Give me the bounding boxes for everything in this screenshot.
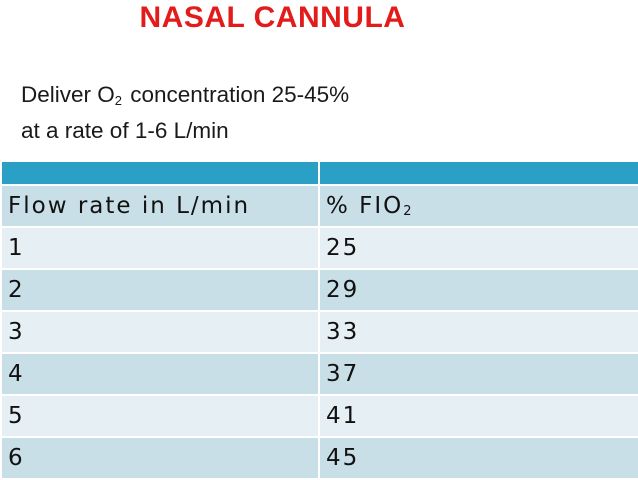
description-line-2: at a rate of 1-6 L/min [21, 118, 229, 143]
table-header-row [0, 160, 638, 186]
table-row: 3 33 [0, 310, 638, 354]
flow-rate-cell: 3 [0, 310, 320, 354]
table-row: 6 45 [0, 436, 638, 480]
subscript-2: 2 [403, 204, 412, 219]
fio2-cell: 41 [318, 394, 638, 438]
flow-rate-cell: 4 [0, 352, 320, 396]
fio2-cell: 33 [318, 310, 638, 354]
fio2-cell: 45 [318, 436, 638, 480]
description-text: Deliver O [21, 82, 115, 107]
table-header-cell [318, 160, 638, 186]
flow-rate-cell: 6 [0, 436, 320, 480]
fio2-column-label: % FIO2 [318, 184, 638, 228]
flow-rate-cell: 5 [0, 394, 320, 438]
fio2-label-text: % FIO [326, 193, 404, 219]
description-line-1: Deliver O2 concentration 25-45% [21, 82, 349, 108]
table-row: 4 37 [0, 352, 638, 396]
table-row: 5 41 [0, 394, 638, 438]
flow-rate-cell: 1 [0, 226, 320, 270]
page-title: NASAL CANNULA [139, 1, 406, 34]
flow-rate-column-label: Flow rate in L/min [0, 184, 320, 228]
description-text: concentration 25-45% [124, 82, 350, 107]
subscript-2: 2 [114, 93, 123, 108]
fio2-cell: 37 [318, 352, 638, 396]
fio2-cell: 29 [318, 268, 638, 312]
table-row: 1 25 [0, 226, 638, 270]
table-label-row: Flow rate in L/min % FIO2 [0, 184, 638, 228]
table-header-cell [0, 160, 320, 186]
table-row: 2 29 [0, 268, 638, 312]
flow-rate-table: Flow rate in L/min % FIO2 1 25 2 29 3 33… [0, 160, 638, 480]
fio2-cell: 25 [318, 226, 638, 270]
flow-rate-cell: 2 [0, 268, 320, 312]
